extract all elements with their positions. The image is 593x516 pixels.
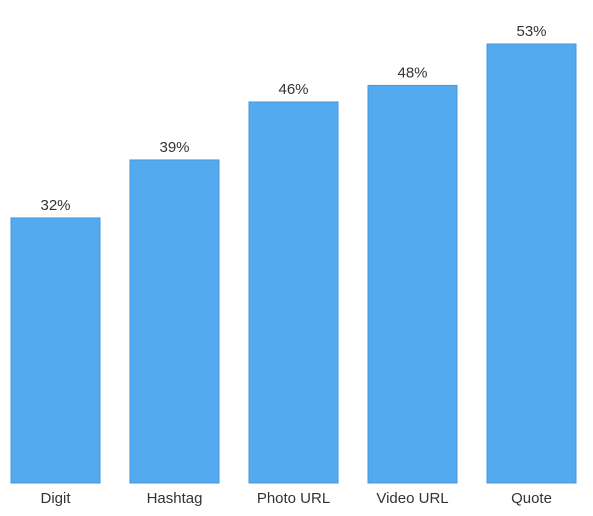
value-label: 46%: [278, 81, 308, 98]
bar: [10, 217, 101, 484]
value-label: 32%: [40, 197, 70, 214]
x-tick-label: Video URL: [376, 490, 448, 507]
bar: [486, 43, 577, 484]
x-tick-label: Quote: [511, 490, 552, 507]
x-tick-label: Hashtag: [147, 490, 203, 507]
x-tick-label: Photo URL: [257, 490, 330, 507]
x-tick-label: Digit: [40, 490, 71, 507]
bar: [367, 84, 458, 484]
value-label: 48%: [397, 64, 427, 81]
bar: [248, 101, 339, 484]
value-label: 53%: [516, 23, 546, 40]
bar: [129, 159, 220, 484]
value-label: 39%: [159, 139, 189, 156]
